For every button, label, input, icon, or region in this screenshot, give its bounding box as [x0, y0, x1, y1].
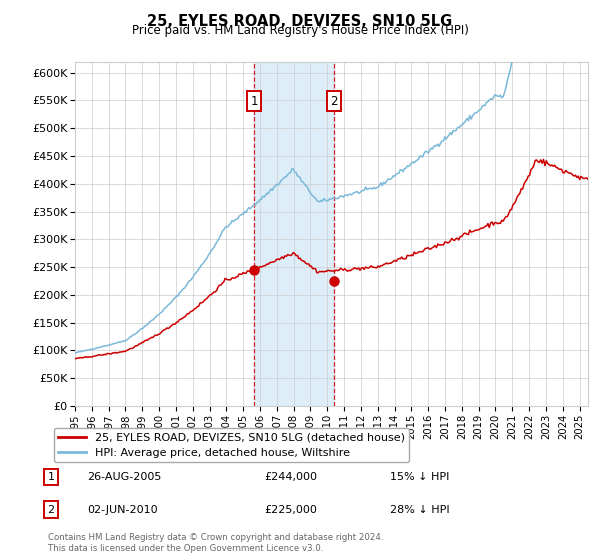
Text: 28% ↓ HPI: 28% ↓ HPI: [390, 505, 449, 515]
Text: 1: 1: [250, 95, 258, 108]
Text: 1: 1: [47, 472, 55, 482]
Text: 15% ↓ HPI: 15% ↓ HPI: [390, 472, 449, 482]
Bar: [254, 62, 334, 406]
Text: 2: 2: [331, 95, 338, 108]
Legend: 25, EYLES ROAD, DEVIZES, SN10 5LG (detached house), HPI: Average price, detached: 25, EYLES ROAD, DEVIZES, SN10 5LG (detac…: [53, 428, 409, 463]
Text: 25, EYLES ROAD, DEVIZES, SN10 5LG: 25, EYLES ROAD, DEVIZES, SN10 5LG: [148, 14, 452, 29]
Text: Contains HM Land Registry data © Crown copyright and database right 2024.
This d: Contains HM Land Registry data © Crown c…: [48, 533, 383, 553]
Text: 26-AUG-2005: 26-AUG-2005: [87, 472, 161, 482]
Text: Price paid vs. HM Land Registry's House Price Index (HPI): Price paid vs. HM Land Registry's House …: [131, 24, 469, 36]
Text: 2: 2: [47, 505, 55, 515]
Text: £244,000: £244,000: [264, 472, 317, 482]
Text: £225,000: £225,000: [264, 505, 317, 515]
Text: 02-JUN-2010: 02-JUN-2010: [87, 505, 158, 515]
